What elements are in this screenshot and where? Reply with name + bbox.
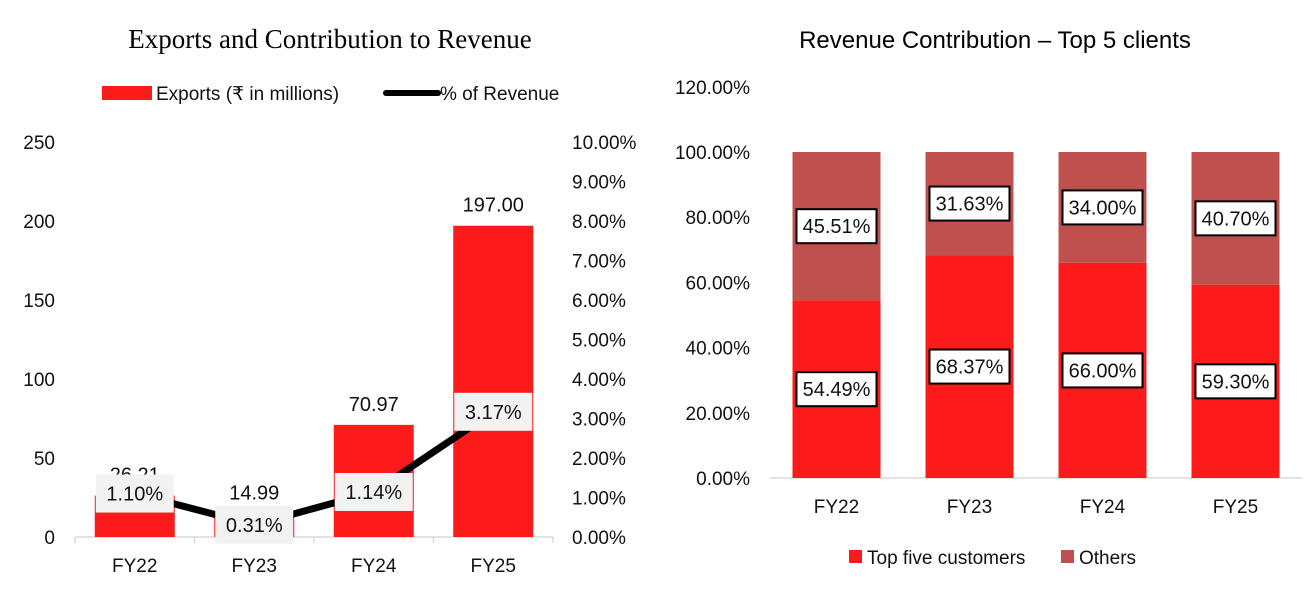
revenue-pct-label-box [215, 505, 294, 544]
y-tick-label: 60.00% [686, 273, 751, 294]
x-tick-label: FY24 [351, 556, 397, 577]
y-tick-label: 120.00% [675, 78, 750, 99]
legend-swatch-others [1061, 550, 1074, 563]
revenue-pct-label: 0.31% [226, 515, 283, 537]
x-tick-label: FY22 [112, 556, 157, 577]
revenue-pct-label-box [95, 474, 174, 513]
revenue-contribution-chart: 0.00% 20.00% 40.00% 60.00% 80.00% 100.00% 120.… [675, 78, 1302, 569]
segment-label-box [795, 208, 878, 245]
revenue-pct-label: 1.14% [345, 482, 402, 504]
x-tick-label: FY24 [1080, 497, 1126, 518]
x-tick-label: FY25 [471, 556, 516, 577]
segment-value-label: 45.51% [803, 216, 871, 238]
left-chart-title: Exports and Contribution to Revenue [128, 24, 531, 54]
y2-tick-label: 8.00% [572, 212, 626, 233]
legend-swatch-exports [102, 86, 152, 100]
segment-value-label: 59.30% [1202, 371, 1270, 393]
segment-label-box [1194, 200, 1277, 237]
segment-label-box [928, 348, 1011, 385]
y-tick-label: 100.00% [675, 143, 750, 164]
y-tick-label: 200 [23, 212, 55, 233]
segment-value-label: 31.63% [936, 194, 1004, 216]
y-tick-label: 250 [23, 133, 55, 154]
y2-tick-label: 1.00% [572, 489, 626, 510]
legend-label-exports: Exports (₹ in millions) [156, 84, 339, 105]
legend-label-others: Others [1079, 548, 1136, 569]
segment-value-label: 68.37% [936, 357, 1004, 379]
revenue-pct-label-box [334, 472, 413, 511]
y2-tick-label: 5.00% [572, 331, 626, 352]
exports-bar-FY25 [453, 225, 534, 538]
y-tick-label: 50 [34, 449, 55, 470]
right-chart-title: Revenue Contribution – Top 5 clients [799, 27, 1191, 54]
revenue-pct-label-box [454, 392, 533, 431]
legend-swatch-top5 [849, 550, 862, 563]
revenue-pct-label: 1.10% [106, 484, 163, 506]
revenue-pct-label: 3.17% [465, 402, 522, 424]
exports-chart: Exports (₹ in millions) % of Revenue 0 50 10… [23, 84, 636, 577]
x-tick-label: FY22 [814, 497, 859, 518]
y2-tick-label: 6.00% [572, 291, 626, 312]
segment-value-label: 34.00% [1069, 197, 1137, 219]
legend-label-revenue-pct: % of Revenue [440, 84, 559, 105]
y-tick-label: 0.00% [696, 469, 750, 490]
x-tick-label: FY23 [947, 497, 992, 518]
exports-value-label: 70.97 [349, 394, 399, 416]
legend-label-top5: Top five customers [867, 548, 1025, 569]
revenue-pct-line [133, 408, 496, 529]
y2-tick-label: 0.00% [572, 528, 626, 549]
segment-label-box [1061, 189, 1144, 226]
segment-value-label: 54.49% [803, 379, 871, 401]
y-tick-label: 150 [23, 291, 55, 312]
y-tick-label: 0 [44, 528, 55, 549]
y-tick-label: 80.00% [686, 208, 751, 229]
x-tick-label: FY23 [232, 556, 277, 577]
exports-value-label: 14.99 [229, 482, 279, 504]
segment-value-label: 66.00% [1069, 360, 1137, 382]
segment-label-box [1194, 363, 1277, 400]
y-tick-label: 100 [23, 370, 55, 391]
segment-value-label: 40.70% [1202, 208, 1270, 230]
y2-tick-label: 3.00% [572, 410, 626, 431]
y2-tick-label: 4.00% [572, 370, 626, 391]
y2-tick-label: 2.00% [572, 449, 626, 470]
segment-label-box [1061, 352, 1144, 389]
x-tick-label: FY25 [1213, 497, 1258, 518]
y2-tick-label: 9.00% [572, 173, 626, 194]
segment-label-box [928, 185, 1011, 222]
exports-value-label: 197.00 [463, 195, 524, 217]
y-tick-label: 40.00% [686, 339, 751, 360]
y2-tick-label: 10.00% [572, 133, 637, 154]
y-tick-label: 20.00% [686, 404, 751, 425]
segment-label-box [795, 371, 878, 408]
y2-tick-label: 7.00% [572, 252, 626, 273]
